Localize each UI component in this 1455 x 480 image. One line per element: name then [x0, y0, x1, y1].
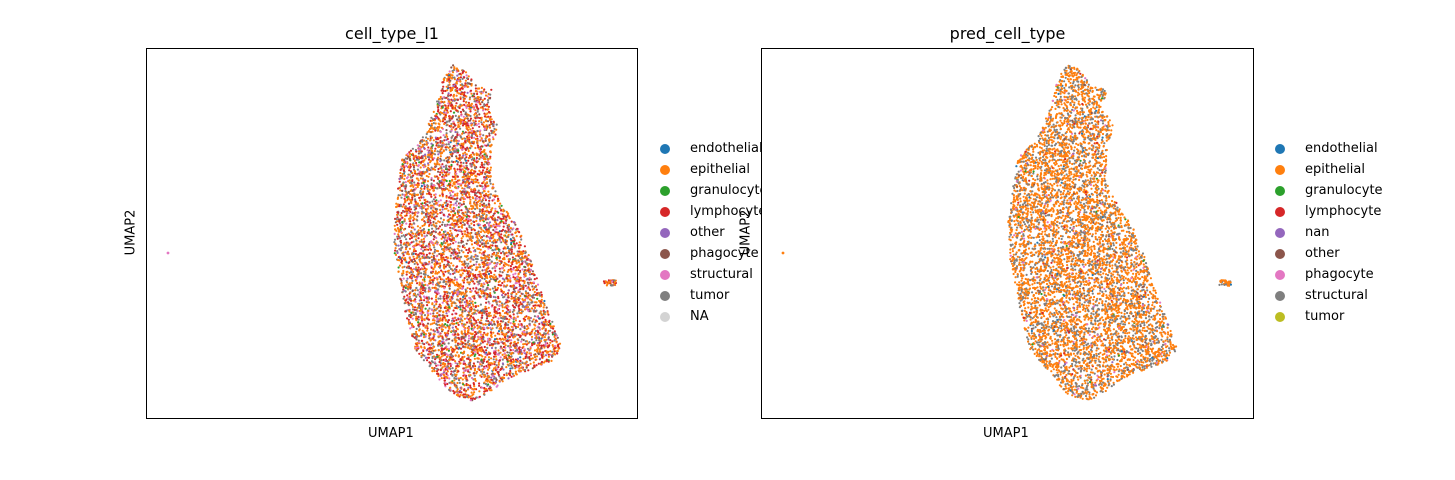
legend-item: other: [1275, 243, 1383, 264]
y-axis-label: UMAP2: [123, 209, 139, 256]
legend-marker: [660, 290, 670, 301]
legend-item: nan: [1275, 222, 1383, 243]
legend-label: other: [690, 225, 725, 240]
legend-marker: [1275, 227, 1285, 238]
legend-item: phagocyte: [660, 243, 768, 264]
legend-marker: [660, 206, 670, 217]
legend-item: tumor: [1275, 306, 1383, 327]
legend-label: granulocyte: [690, 183, 768, 198]
legend-label: epithelial: [690, 162, 750, 177]
plot-area: [761, 48, 1254, 419]
legend-marker: [1275, 290, 1285, 301]
legend-marker: [1275, 206, 1285, 217]
legend-label: other: [1305, 246, 1340, 261]
legend-label: nan: [1305, 225, 1330, 240]
chart-title: pred_cell_type: [949, 24, 1066, 43]
legend-marker: [660, 248, 670, 259]
legend-marker: [660, 143, 670, 154]
y-axis-label: UMAP2: [738, 209, 754, 256]
legend-item: endothelial: [660, 138, 768, 159]
legend-marker: [1275, 269, 1285, 280]
legend-marker: [1275, 248, 1285, 259]
legend-label: endothelial: [1305, 141, 1378, 156]
legend-item: lymphocyte: [660, 201, 768, 222]
legend-item: granulocyte: [1275, 180, 1383, 201]
legend-item: tumor: [660, 285, 768, 306]
legend-label: tumor: [1305, 309, 1345, 324]
legend-label: phagocyte: [1305, 267, 1374, 282]
chart-title: cell_type_l1: [345, 24, 439, 43]
legend-item: granulocyte: [660, 180, 768, 201]
legend-marker: [660, 185, 670, 196]
legend-label: NA: [690, 309, 709, 324]
legend-label: endothelial: [690, 141, 763, 156]
legend-item: other: [660, 222, 768, 243]
plot-area: [146, 48, 638, 419]
legend-marker: [660, 164, 670, 175]
legend-marker: [1275, 185, 1285, 196]
legend-item: epithelial: [660, 159, 768, 180]
legend-marker: [1275, 311, 1285, 322]
legend-marker: [660, 269, 670, 280]
legend-label: structural: [1305, 288, 1368, 303]
legend-item: structural: [660, 264, 768, 285]
legend-item: epithelial: [1275, 159, 1383, 180]
legend-item: endothelial: [1275, 138, 1383, 159]
legend-marker: [660, 311, 670, 322]
legend-marker: [660, 227, 670, 238]
x-axis-label: UMAP1: [368, 426, 414, 441]
legend-item: phagocyte: [1275, 264, 1383, 285]
scatter-plot: [781, 64, 1232, 401]
legend-label: lymphocyte: [690, 204, 767, 219]
legend-item: NA: [660, 306, 768, 327]
legend-marker: [1275, 143, 1285, 154]
legend-label: granulocyte: [1305, 183, 1383, 198]
legend-label: tumor: [690, 288, 730, 303]
legend-item: lymphocyte: [1275, 201, 1383, 222]
x-axis-label: UMAP1: [983, 426, 1029, 441]
legend-label: lymphocyte: [1305, 204, 1382, 219]
legend: endothelial epithelial granulocyte lymphocy…: [1275, 138, 1383, 327]
legend: endothelial epithelial granulocyte lymphocy…: [660, 138, 768, 327]
legend-label: phagocyte: [690, 246, 759, 261]
legend-item: structural: [1275, 285, 1383, 306]
legend-label: epithelial: [1305, 162, 1365, 177]
legend-marker: [1275, 164, 1285, 175]
legend-label: structural: [690, 267, 753, 282]
scatter-plot: [166, 64, 617, 402]
